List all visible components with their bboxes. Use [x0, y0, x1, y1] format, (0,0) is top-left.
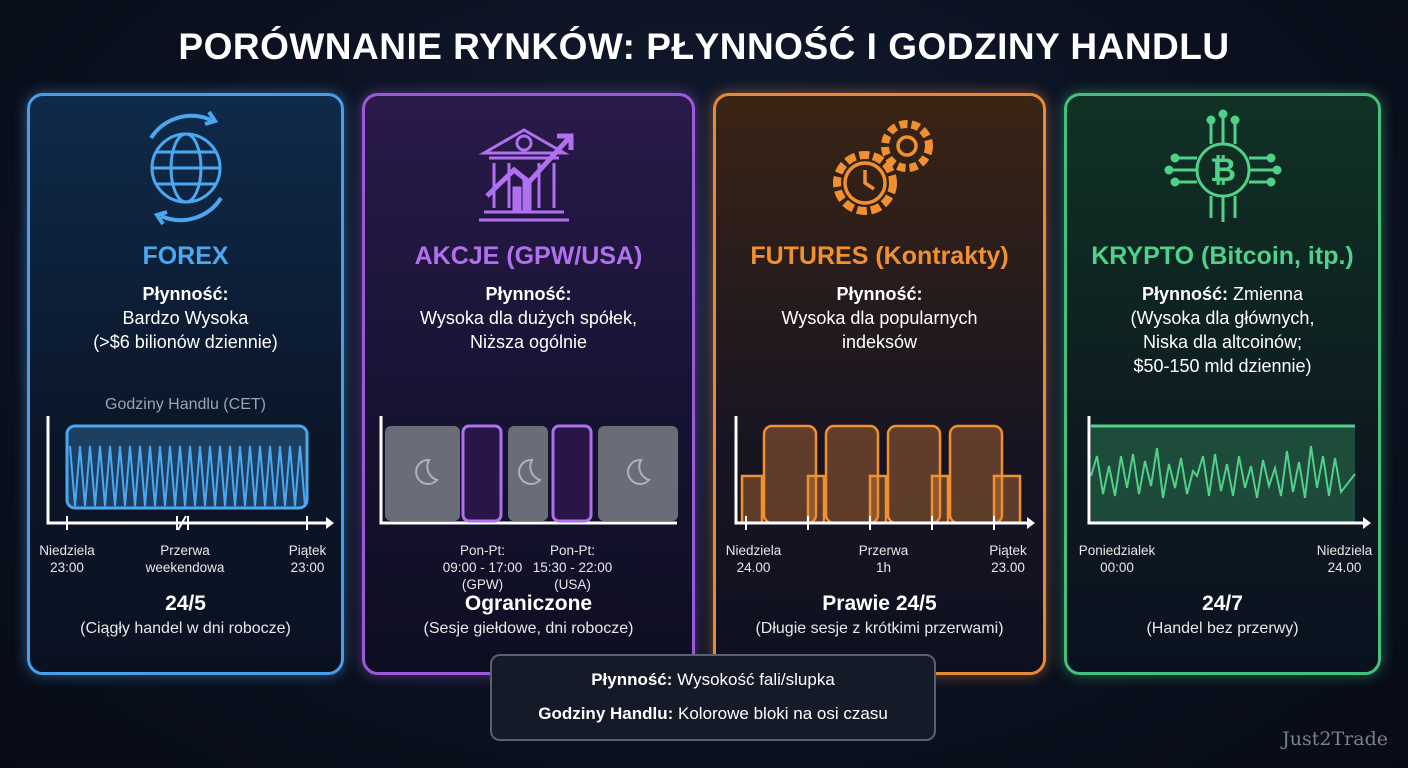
summary-sub: (Sesje giełdowe, dni robocze) — [423, 620, 634, 637]
moon-icon — [415, 458, 651, 485]
chart-title: Godziny Handlu (CET) — [105, 396, 266, 413]
tick-label: Piątek 23:00 — [288, 543, 327, 575]
futures-hours-chart — [734, 416, 1035, 530]
card-akcje: AKCJE (GPW/USA) Płynność: Wysoka dla duży… — [362, 93, 695, 675]
market-name: KRYPTO (Bitcoin, itp.) — [1091, 242, 1354, 270]
card-forex: FOREX Płynność: Bardzo Wysoka (>$6 bilionó… — [27, 93, 344, 675]
liquidity-info: Płynność: Wysoka dla popularnych indeksów — [781, 284, 978, 352]
forex-hours-chart — [46, 416, 334, 531]
tick-label: Pon-Pt: 15:30 - 22:00 (USA) — [532, 543, 613, 592]
summary: Prawie 24/5 — [822, 592, 937, 615]
legend: Płynność: Wysokość fali/slupka Godziny H… — [490, 654, 936, 741]
liquidity-info: Płynność: Zmienna (Wysoka dla głównych, Ni… — [1130, 284, 1315, 376]
market-name: AKCJE (GPW/USA) — [414, 242, 643, 270]
svg-text:₿: ₿ — [1209, 151, 1235, 189]
tick-label: Poniedzialek 00:00 — [1078, 543, 1156, 575]
bitcoin-circuit-icon: ₿ — [1164, 109, 1281, 222]
akcje-hours-chart — [379, 416, 678, 525]
market-name: FOREX — [142, 242, 229, 270]
legend-liquidity: Płynność: Wysokość fali/slupka — [591, 670, 835, 689]
market-name: FUTURES (Kontrakty) — [750, 242, 1009, 270]
watermark: Just2Trade — [1282, 728, 1388, 750]
summary-sub: (Handel bez przerwy) — [1146, 620, 1299, 637]
liquidity-info: Płynność: Wysoka dla dużych spółek, Niższa… — [420, 284, 637, 352]
tick-label: Niedziela 24.00 — [725, 543, 782, 575]
tick-label: Przerwa weekendowa — [145, 543, 225, 575]
page-title: PORÓWNANIE RYNKÓW: PŁYNNOŚĆ I GODZINY HA… — [178, 26, 1230, 67]
tick-label: Piątek 23.00 — [989, 543, 1027, 575]
summary-sub: (Długie sesje z krótkimi przerwami) — [755, 620, 1004, 637]
bank-growth-icon — [477, 128, 573, 222]
summary: Ograniczone — [464, 592, 593, 615]
summary-sub: (Ciągły handel w dni robocze) — [80, 620, 291, 637]
tick-label: Przerwa 1h — [858, 543, 909, 575]
gears-clock-icon — [832, 120, 933, 215]
card-krypto: ₿ KRYPTO (Bitcoin, itp.) Płynność: Zmien… — [1064, 93, 1381, 675]
krypto-hours-chart — [1087, 416, 1371, 529]
globe-icon — [148, 110, 223, 226]
summary: 24/5 — [165, 592, 206, 615]
summary: 24/7 — [1202, 592, 1243, 615]
legend-hours: Godziny Handlu: Kolorowe bloki na osi cz… — [538, 704, 888, 723]
tick-label: Niedziela 23:00 — [39, 543, 95, 575]
tick-label: Niedziela 24.00 — [1316, 543, 1373, 575]
card-futures: FUTURES (Kontrakty) Płynność: Wysoka dla … — [713, 93, 1046, 675]
tick-label: Pon-Pt: 09:00 - 17:00 (GPW) — [442, 543, 523, 592]
liquidity-info: Płynność: Bardzo Wysoka (>$6 bilionów dzie… — [93, 284, 278, 352]
